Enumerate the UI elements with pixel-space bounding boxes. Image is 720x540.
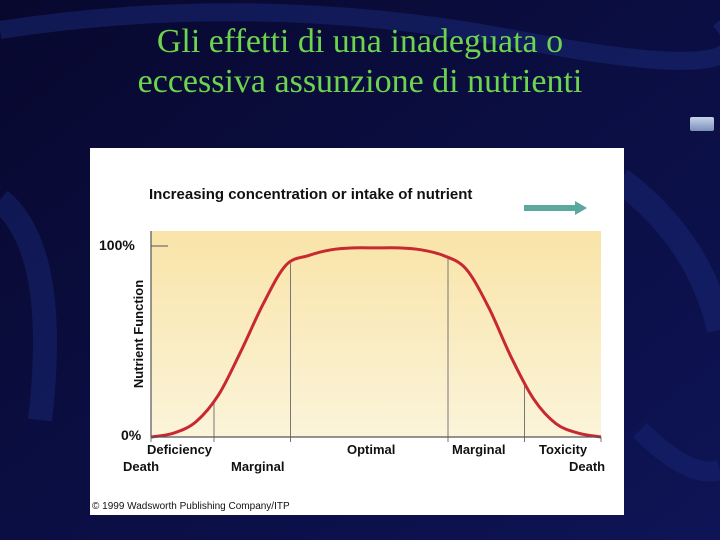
intake-arrow [524,201,587,215]
nutrient-function-curve [150,246,602,439]
nutrient-function-figure: Increasing concentration or intake of nu… [90,148,624,515]
zone-label-death-high: Death [569,459,605,474]
nutrient-function-chart: Increasing concentration or intake of nu… [99,186,605,474]
y-tick-label-0: 0% [121,427,142,443]
copyright-text: © 1999 Wadsworth Publishing Company/ITP [92,501,290,512]
zone-label-marginal-low: Marginal [231,459,284,474]
plot-area [151,231,601,437]
zone-label-marginal-high: Marginal [452,442,505,457]
chart-title: Increasing concentration or intake of nu… [149,186,472,203]
y-axis-label: Nutrient Function [131,280,146,388]
zone-label-toxicity: Toxicity [539,442,588,457]
slide-title: Gli effetti di una inadeguata o eccessiv… [0,22,720,102]
y-tick-label-100: 100% [99,237,135,253]
zone-label-optimal: Optimal [347,442,395,457]
zone-label-deficiency: Deficiency [147,442,213,457]
zone-label-death-low: Death [123,459,159,474]
decorative-tab [690,117,714,131]
slide-title-line-1: Gli effetti di una inadeguata o [156,23,564,60]
slide-title-line-2: eccessiva assunzione di nutrienti [137,63,583,100]
